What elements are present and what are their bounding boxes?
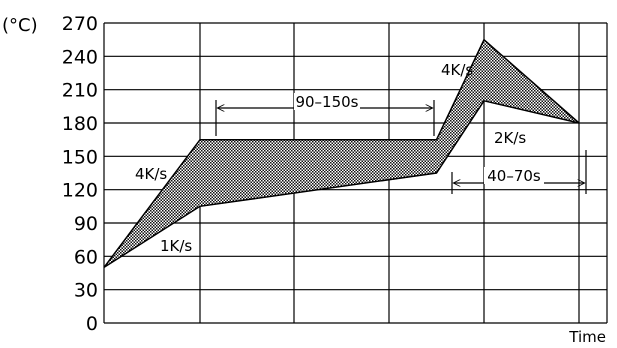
x-axis-label: Time xyxy=(568,328,606,346)
rate-label-4k-heating: 4K/s xyxy=(135,165,167,183)
y-tick-label-180: 180 xyxy=(62,113,98,135)
y-tick-label-0: 0 xyxy=(86,313,98,335)
y-tick-label-90: 90 xyxy=(74,213,98,235)
duration-label-90-150s: 90–150s xyxy=(295,93,358,111)
y-tick-label-270: 270 xyxy=(62,13,98,35)
rate-label-1k: 1K/s xyxy=(160,237,192,255)
label-bg-40-70s xyxy=(484,167,544,184)
temperature-band-area xyxy=(103,38,580,269)
y-tick-label-210: 210 xyxy=(62,80,98,102)
rate-label-2k: 2K/s xyxy=(494,129,526,147)
y-tick-label-150: 150 xyxy=(62,146,98,168)
y-tick-label-60: 60 xyxy=(74,246,98,268)
y-axis-tick-labels: 0 30 60 90 120 150 180 210 240 270 xyxy=(62,13,98,335)
label-bg-90-150s xyxy=(294,93,360,110)
rate-label-4k-peak: 4K/s xyxy=(441,61,473,79)
y-axis-label: (°C) xyxy=(2,15,38,36)
y-tick-label-30: 30 xyxy=(74,280,98,302)
y-tick-label-240: 240 xyxy=(62,46,98,68)
duration-label-40-70s: 40–70s xyxy=(487,167,541,185)
y-tick-label-120: 120 xyxy=(62,180,98,202)
